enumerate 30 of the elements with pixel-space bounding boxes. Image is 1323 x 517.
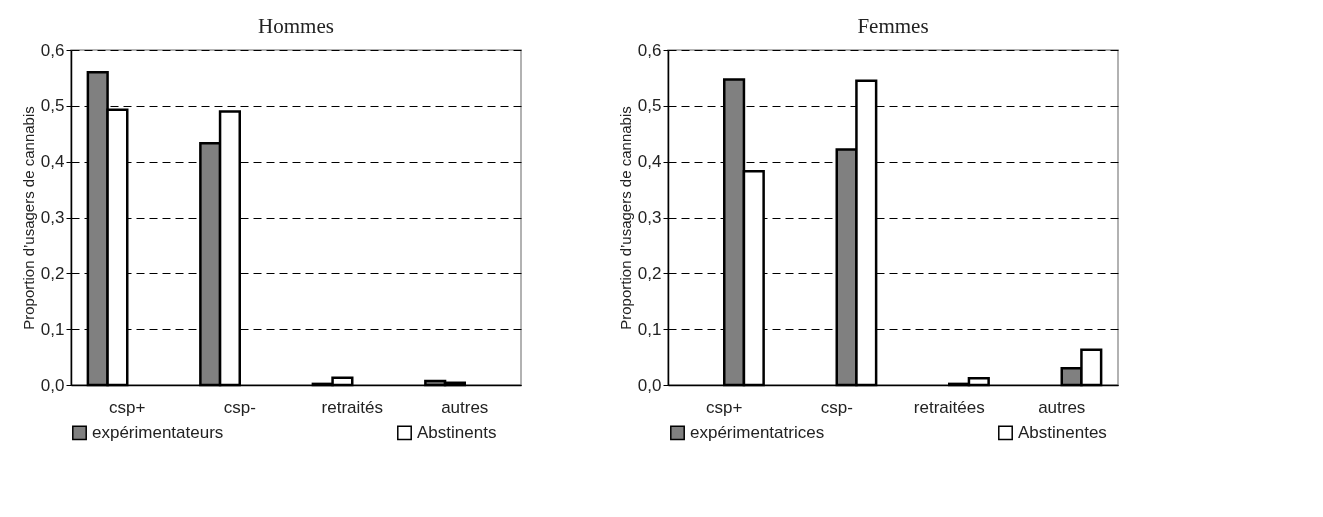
y-tick-label: 0,5 [637, 96, 662, 116]
x-tick-label: csp- [820, 397, 853, 417]
x-tick-label: retraitées [913, 397, 985, 417]
y-axis-title: Proportion d’usagers de cannabis [616, 106, 634, 330]
y-tick-label: 0,1 [40, 319, 65, 339]
x-tick-label: csp+ [109, 397, 146, 417]
y-tick-label: 0,2 [40, 263, 65, 283]
y-tick-label: 0,3 [40, 208, 65, 227]
y-tick-label: 0,5 [40, 96, 65, 116]
y-axis-title: Proportion d’usagers de cannabis [19, 106, 37, 330]
y-tick-label: 0,0 [637, 375, 662, 395]
y-tick-label: 0,4 [40, 152, 65, 172]
y-tick-label: 0,4 [637, 152, 662, 172]
chart-title: Femmes [857, 14, 929, 38]
y-tick-label: 0,6 [40, 40, 65, 60]
x-tick-label: autres [441, 397, 489, 417]
chart-title: Hommes [258, 14, 334, 38]
x-tick-label: csp- [223, 397, 256, 417]
x-tick-label: autres [1038, 397, 1086, 417]
y-tick-label: 0,0 [40, 375, 65, 395]
y-tick-label: 0,2 [637, 263, 662, 283]
legend-label: expérimentatrices [690, 422, 825, 442]
x-tick-label: csp+ [706, 397, 743, 417]
legend-label: Abstinents [417, 422, 497, 442]
legend-label: expérimentateurs [92, 422, 224, 442]
y-tick-label: 0,6 [637, 40, 662, 60]
y-tick-label: 0,3 [637, 208, 662, 227]
y-tick-label: 0,1 [637, 319, 662, 339]
x-tick-label: retraités [321, 397, 383, 417]
legend-label: Abstinentes [1018, 422, 1107, 442]
